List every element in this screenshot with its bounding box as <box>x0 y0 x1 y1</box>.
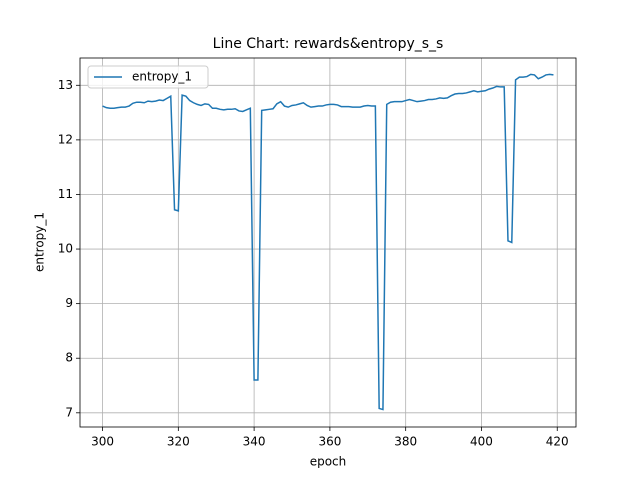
y-tick-label: 13 <box>58 78 73 92</box>
y-tick-label: 9 <box>65 296 73 310</box>
y-tick-label: 11 <box>58 187 73 201</box>
y-tick-label: 12 <box>58 132 73 146</box>
chart-title: Line Chart: rewards&entropy_s_s <box>213 36 444 52</box>
x-tick-label: 340 <box>243 435 266 449</box>
legend-label: entropy_1 <box>132 70 192 84</box>
x-tick-label: 320 <box>167 435 190 449</box>
y-tick-label: 7 <box>65 405 73 419</box>
y-tick-label: 10 <box>58 242 73 256</box>
x-tick-label: 380 <box>394 435 417 449</box>
y-tick-label: 8 <box>65 351 73 365</box>
x-tick-label: 400 <box>470 435 493 449</box>
x-tick-label: 300 <box>91 435 114 449</box>
x-axis-label: epoch <box>310 455 347 469</box>
legend-box <box>87 65 209 89</box>
data-line <box>102 73 554 411</box>
y-axis-label: entropy_1 <box>33 212 47 272</box>
x-tick-label: 420 <box>546 435 569 449</box>
x-tick-label: 360 <box>318 435 341 449</box>
plot-frame <box>79 57 577 428</box>
